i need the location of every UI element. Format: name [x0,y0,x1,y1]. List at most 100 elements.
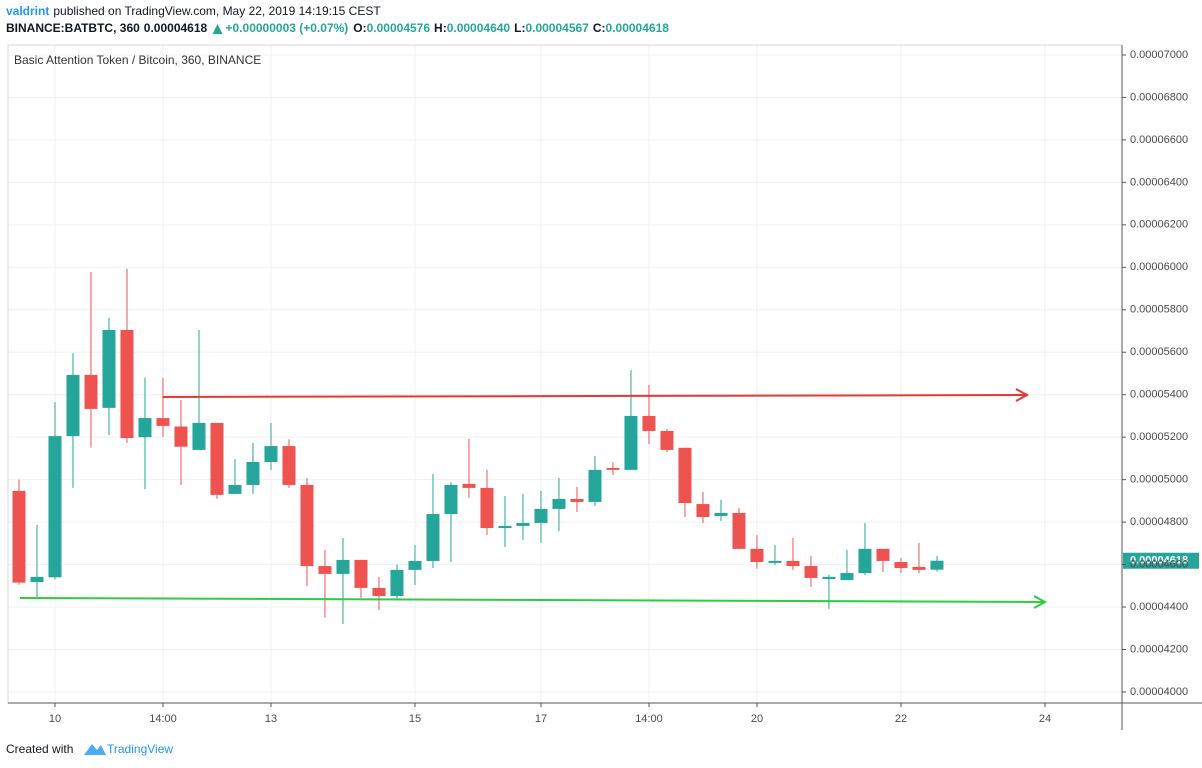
candle-body [228,484,242,494]
ohlc-key: C: [593,21,606,35]
y-tick-label: 0.00004800 [1130,516,1188,528]
candle-body [678,447,692,503]
y-tick-label: 0.00005800 [1130,304,1188,316]
x-tick-label: 24 [1039,713,1051,725]
candle-body [246,462,260,485]
y-tick-label: 0.00006000 [1130,261,1188,273]
candle-body [282,446,296,485]
candle-body [174,426,188,447]
candle-body [192,422,206,450]
candle-body [930,560,944,570]
resistance-arrow [1015,388,1030,402]
y-tick-label: 0.00005000 [1130,474,1188,486]
y-tick-label: 0.00006800 [1130,91,1188,103]
candle-body [768,560,782,563]
chart-title: Basic Attention Token / Bitcoin, 360, BI… [14,53,261,67]
candle-body [210,422,224,495]
ohlc-value: 0.00004576 [367,21,431,35]
candles [12,268,944,625]
y-tick-label: 0.00006200 [1130,219,1188,231]
candle-body [894,562,908,568]
candle-body [12,490,26,583]
candle-body [714,512,728,516]
candle-body [516,522,530,526]
candle-body [102,329,116,408]
header-ohlc: +0.00000003 (+0.07%) O:0.00004576 H:0.0000… [226,21,670,35]
x-tick-label: 14:00 [635,713,663,725]
x-tick-label: 14:00 [149,713,177,725]
candle-body [300,484,314,567]
candle-body [696,504,710,518]
header-change: +0.00000003 (+0.07%) [226,21,349,35]
candle-body [750,548,764,563]
ohlc-value: 0.00004640 [447,21,511,35]
candle-body [534,508,548,523]
header-price: 0.00004618 [144,21,208,35]
y-tick-label: 0.00007000 [1130,49,1188,61]
y-tick-label: 0.00005400 [1130,389,1188,401]
candle-body [822,576,836,580]
candle-body [624,415,638,470]
ohlc-value: 0.00004618 [606,21,670,35]
y-tick-label: 0.00004000 [1130,686,1188,698]
footer-brand[interactable]: TradingView [107,742,173,756]
resistance-line [162,394,1027,398]
candle-body [84,374,98,409]
author: valdrint [6,4,49,18]
support-arrow [1033,595,1048,609]
candle-body [660,431,674,450]
candle-body [876,548,890,561]
candle-body [120,329,134,439]
candle-body [264,446,278,463]
symbol: BINANCE:BATBTC, 360 [6,21,140,35]
y-tick-label: 0.00006600 [1130,134,1188,146]
candle-body [606,467,620,470]
candle-body [408,560,422,570]
candle-body [354,559,368,588]
ohlc-key: O: [353,21,366,35]
x-tick-label: 13 [265,713,277,725]
candle-body [552,498,566,509]
last-price-box [1123,552,1199,569]
header-line-2: BINANCE:BATBTC, 360 0.00004618 [6,21,208,35]
x-tick-label: 20 [751,713,763,725]
y-tick-label: 0.00004200 [1130,643,1188,655]
last-price-label: 0.00004618 [1130,555,1188,567]
up-arrow [212,24,223,34]
ohlc-key: L: [514,21,525,35]
candle-body [444,484,458,515]
candle-body [66,374,80,437]
candle-body [462,483,476,488]
support-line [19,597,1045,603]
candle-body [318,566,332,574]
last-price-tag: 0.00004618 [1123,552,1199,569]
candle-body [156,418,170,426]
y-tick-label: 0.00004600 [1130,558,1188,570]
x-tick-label: 17 [535,713,547,725]
candle-body [390,569,404,596]
candle-body [804,566,818,578]
candle-body [570,498,584,502]
candle-body [858,548,872,574]
candle-body [426,514,440,561]
published: published on TradingView.com, May 22, 20… [53,4,381,18]
candle-body [840,573,854,581]
candle-body [336,559,350,574]
candle-body [642,415,656,432]
header-line-1: valdrint published on TradingView.com, Ma… [6,4,381,18]
logo [84,744,106,755]
y-tick-label: 0.00005200 [1130,431,1188,443]
footer: Created with TradingView [6,742,173,756]
candle-body [372,587,386,596]
candle-body [498,525,512,529]
x-tick-label: 22 [895,713,907,725]
y-tick-label: 0.00005600 [1130,346,1188,358]
candle-body [912,566,926,570]
candle-body [588,469,602,502]
candle-body [732,512,746,549]
y-tick-label: 0.00004400 [1130,601,1188,613]
ohlc-value: 0.00004567 [525,21,589,35]
